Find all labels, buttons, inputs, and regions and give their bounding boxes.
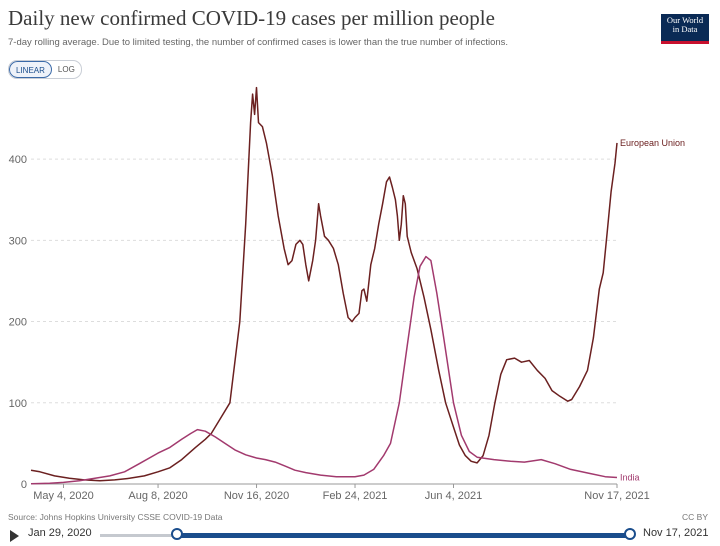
x-tick-label: Feb 24, 2021 [323,490,388,502]
y-tick-label: 200 [9,317,27,329]
chart-title: Daily new confirmed COVID-19 cases per m… [8,6,495,30]
logo-line-2: in Data [672,24,698,34]
chart-subtitle: 7-day rolling average. Due to limited te… [8,37,509,48]
timeline-end-handle[interactable] [624,528,636,540]
timeline-end-label: Nov 17, 2021 [643,527,709,539]
x-tick-label: Nov 17, 2021 [584,490,649,502]
play-icon[interactable] [10,530,19,542]
y-tick-label: 100 [9,398,27,410]
x-tick-label: Aug 8, 2020 [128,490,187,502]
x-tick-label: May 4, 2020 [33,490,94,502]
series-line-european-union [30,86,618,482]
timeline-start-label: Jan 29, 2020 [28,527,92,539]
x-tick-label: Nov 16, 2020 [224,490,289,502]
x-axis-ticks: May 4, 2020 Aug 8, 2020 Nov 16, 2020 Feb 24… [33,484,650,502]
y-tick-label: 300 [9,235,27,247]
series-label-india: India [620,473,640,483]
gridlines [31,158,617,485]
timeline-slider: Jan 29, 2020 Nov 17, 2021 [0,524,720,546]
series-label-european-union: European Union [620,138,685,148]
y-tick-label: 400 [9,154,27,166]
scale-toggle: LINEAR LOG [8,60,82,79]
y-axis-ticks: 0 100 200 300 400 [9,154,27,491]
y-tick-label: 0 [21,479,27,491]
x-tick-label: Jun 4, 2021 [425,490,483,502]
timeline-start-handle[interactable] [171,528,183,540]
timeline-selected-range [177,533,631,538]
series-labels: European Union India [620,138,685,483]
license-link[interactable]: CC BY [682,512,708,522]
linear-scale-button[interactable]: LINEAR [9,61,52,78]
line-chart[interactable]: 0 100 200 300 400 May 4, 2020 Aug 8, 2020 Nov … [0,0,720,510]
owid-logo[interactable]: Our World in Data [661,14,709,44]
source-note: Source: Johns Hopkins University CSSE CO… [8,512,223,522]
logo-line-1: Our World [666,15,704,25]
log-scale-button[interactable]: LOG [57,65,75,74]
series-lines [30,86,618,485]
series-line-india [30,255,618,485]
